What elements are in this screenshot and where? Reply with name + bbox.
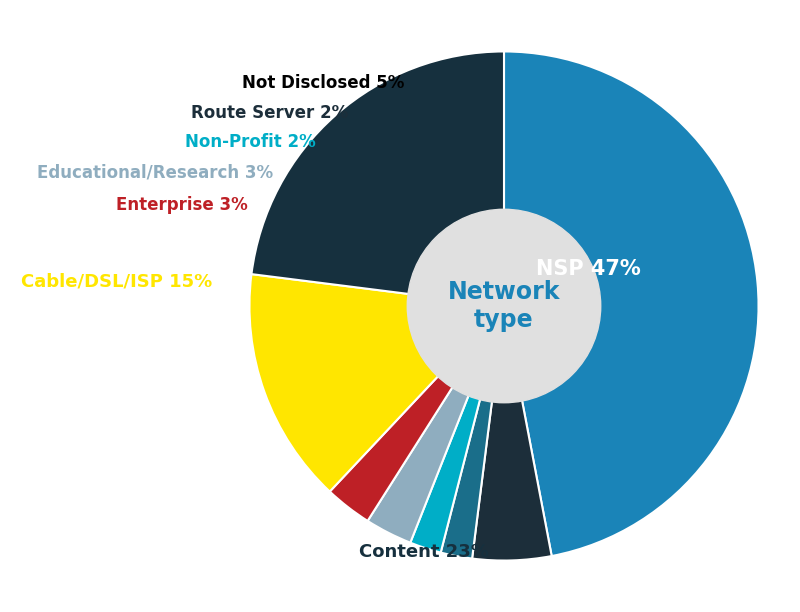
Wedge shape <box>251 51 504 295</box>
Text: Route Server 2%: Route Server 2% <box>190 104 348 122</box>
Text: Cable/DSL/ISP 15%: Cable/DSL/ISP 15% <box>21 272 212 291</box>
Wedge shape <box>368 381 471 543</box>
Wedge shape <box>410 389 482 553</box>
Wedge shape <box>472 394 552 561</box>
Text: NSP 47%: NSP 47% <box>536 259 641 279</box>
Wedge shape <box>441 392 493 559</box>
Wedge shape <box>250 274 443 491</box>
Text: Network
type: Network type <box>448 280 560 332</box>
Text: Non-Profit 2%: Non-Profit 2% <box>186 133 316 151</box>
Text: Content 23%: Content 23% <box>359 543 489 561</box>
Text: Enterprise 3%: Enterprise 3% <box>116 196 248 214</box>
Circle shape <box>407 209 601 403</box>
Text: Educational/Research 3%: Educational/Research 3% <box>38 163 274 182</box>
Wedge shape <box>330 371 456 521</box>
Wedge shape <box>504 51 758 556</box>
Text: Not Disclosed 5%: Not Disclosed 5% <box>242 73 404 92</box>
